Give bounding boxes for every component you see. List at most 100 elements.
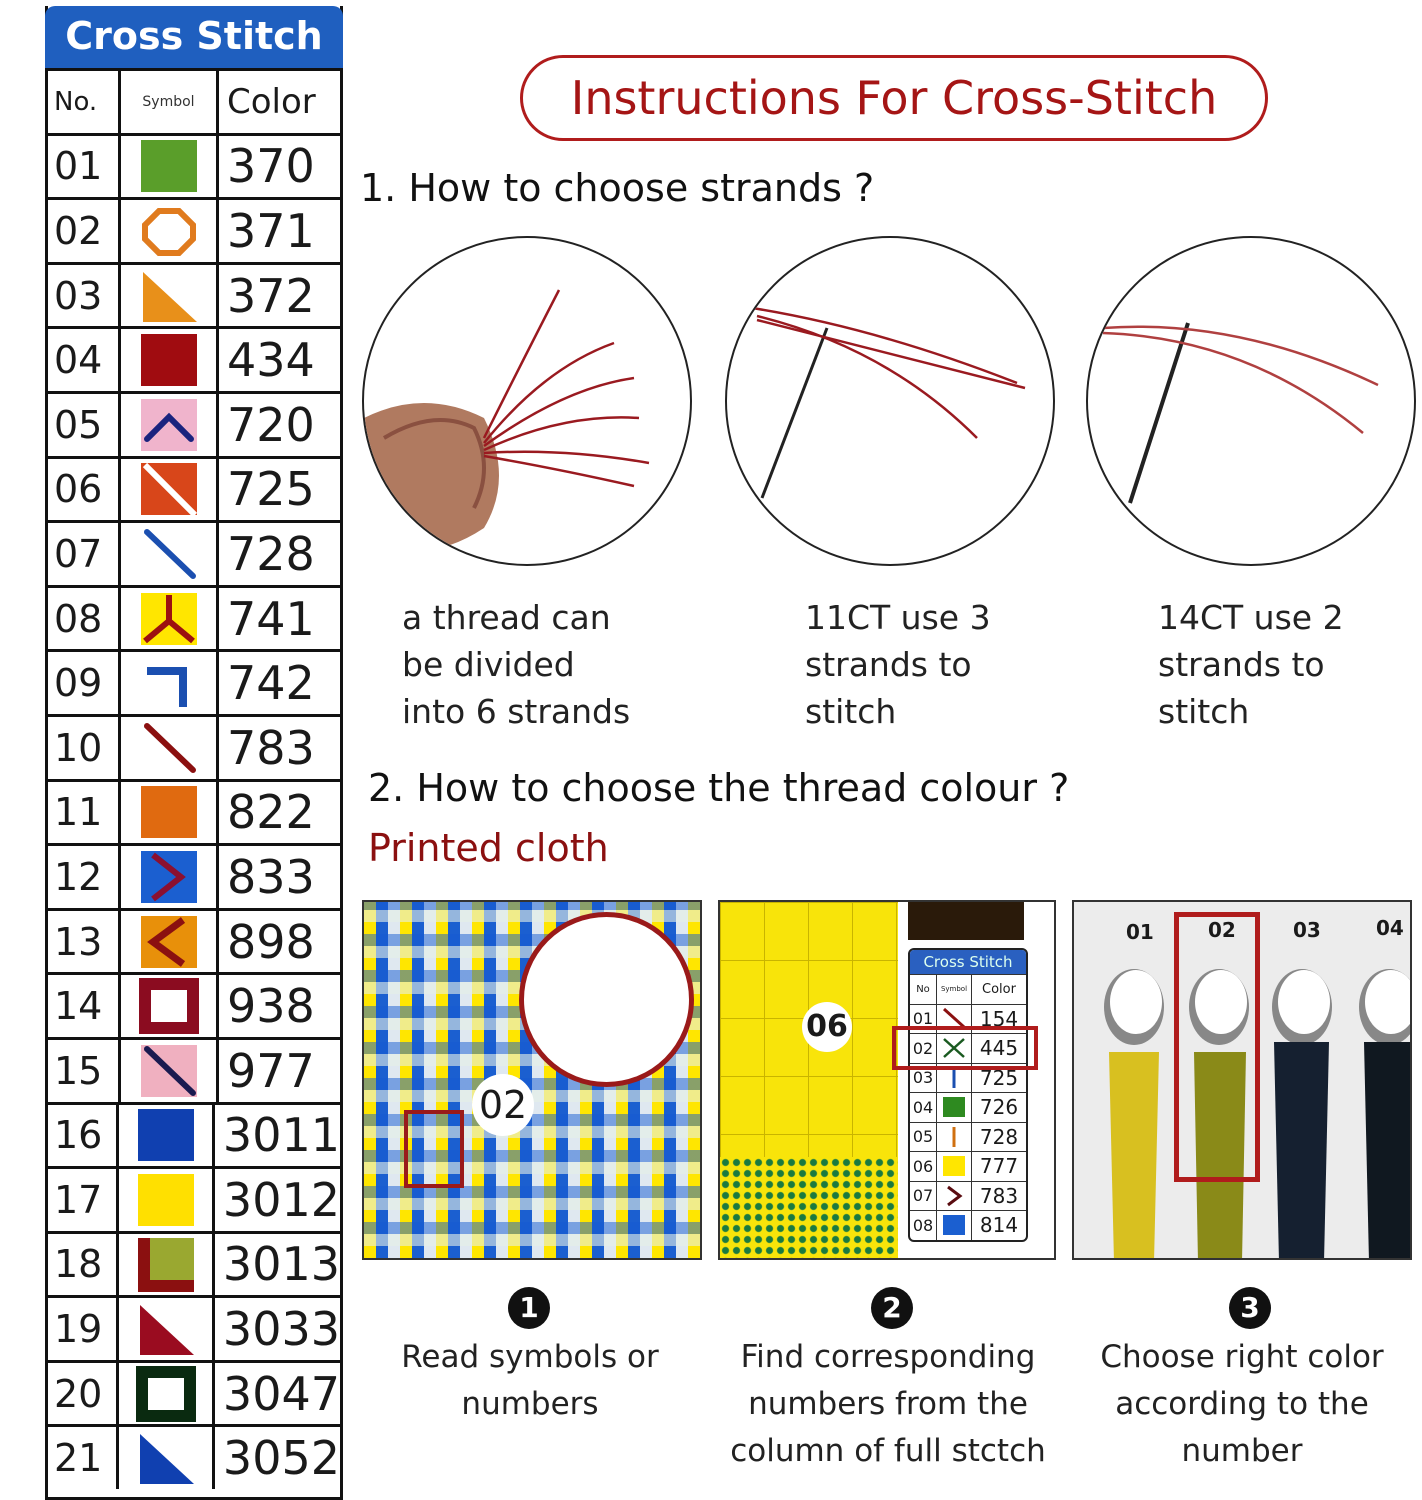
printed-cloth-label: Printed cloth [368,826,609,870]
dmc-color-code: 822 [227,785,315,840]
magnifier-circle [519,912,694,1087]
mini-symbol-icon [937,1004,972,1033]
mini-color-code: 728 [979,1124,1019,1149]
caption-14ct: 14CT use 2 strands to stitch [1158,594,1344,735]
printed-cloth-panel: 02 [362,900,702,1260]
caption-line: column of full stctch [730,1433,1046,1469]
dmc-color-code: 372 [227,268,315,323]
caption-line: into 6 strands [402,692,631,731]
row-number: 16 [48,1104,120,1167]
row-number: 12 [48,846,121,908]
caption-line: a thread can [402,598,611,637]
color-legend-table: Cross Stitch No. Symbol Color 01 370 02 3… [45,6,343,1500]
triangle-symbol-icon [119,1298,215,1360]
row-number: 15 [48,1039,121,1102]
legend-row: 14 938 [48,972,340,1037]
mini-legend-header: No Symbol Color [910,974,1026,1004]
legend-row: 20 3047 [48,1359,340,1425]
square-symbol-icon [121,781,219,844]
dmc-color-code: 728 [227,526,315,581]
card-label: 01 [1126,920,1154,944]
mini-color-code: 814 [979,1213,1019,1238]
legend-row: 08 741 [48,584,340,650]
caret-up-symbol-icon [121,393,219,456]
dmc-color-code: 720 [227,397,315,452]
mini-legend-row: 05 728 [910,1121,1026,1151]
legend-row: 10 783 [48,713,340,779]
diagonal-symbol-icon [121,523,219,585]
mini-row-number: 03 [910,1063,937,1092]
caption-line: strands to [805,645,972,684]
mini-symbol-icon [937,1093,972,1122]
dmc-color-code: 371 [227,203,315,258]
row-number: 09 [48,652,121,714]
two-strands-image [1086,236,1416,566]
legend-row: 09 742 [48,649,340,714]
mini-color-code: 783 [979,1183,1019,1208]
row-number: 19 [48,1298,120,1360]
caption-line: numbers [461,1386,599,1422]
square-symbol-icon [121,135,219,198]
row-number: 11 [48,781,121,844]
legend-row: 13 898 [48,907,340,973]
legend-row: 18 3013 [48,1230,340,1296]
mini-legend-row: 07 783 [910,1180,1026,1210]
split-diagonal-symbol-icon [121,458,219,521]
square-symbol-icon [121,329,219,391]
row-number: 17 [48,1169,120,1231]
mini-symbol-icon [937,1152,972,1181]
legend-row: 11 822 [48,778,340,844]
caption-line: stitch [1158,692,1250,731]
triangle-symbol-icon [121,264,219,327]
square-symbol-icon [119,1169,215,1231]
dmc-color-code: 3033 [222,1302,340,1357]
chevron-left-symbol-icon [121,910,219,973]
card-label: 02 [1208,918,1236,942]
step-caption-2: Find corresponding numbers from the colu… [718,1334,1058,1475]
frame-symbol-icon [121,975,219,1037]
dmc-color-code: 742 [227,656,315,711]
chart-lookup-panel: 06 Cross Stitch No Symbol Color 01 154 02… [718,900,1056,1260]
highlight-box [892,1026,1038,1070]
mini-legend-row: 02 445 [910,1033,1026,1063]
page-title: Instructions For Cross-Stitch [520,55,1268,141]
caption-11ct: 11CT use 3 strands to stitch [805,594,991,735]
dmc-color-code: 3012 [222,1172,340,1227]
caption-line: be divided [402,645,575,684]
legend-title: Cross Stitch [45,6,343,68]
row-number: 07 [48,523,121,585]
caption-line: Find corresponding [740,1339,1036,1375]
dmc-color-code: 938 [227,979,315,1034]
legend-row: 12 833 [48,843,340,908]
legend-row: 01 370 [48,132,340,198]
legend-row: 17 3012 [48,1166,340,1231]
mini-row-number: 02 [910,1034,937,1063]
octagon-symbol-icon [121,200,219,262]
divided-thread-image [362,236,692,566]
dmc-color-code: 741 [227,591,315,646]
row-number: 13 [48,910,121,973]
caption-line: Read symbols or [401,1339,659,1375]
legend-row: 15 977 [48,1036,340,1102]
chevron-right-symbol-icon [121,846,219,908]
mini-legend-row: 08 814 [910,1210,1026,1240]
symbol-label: 02 [472,1074,534,1136]
caption-line: number [1181,1433,1303,1469]
header-no: No. [48,71,121,133]
step-caption-3: Choose right color according to the numb… [1072,1334,1412,1475]
symbol-label: 06 [802,1002,852,1052]
caption-line: numbers from the [748,1386,1028,1422]
highlight-box [404,1110,464,1188]
header-symbol: Symbol [121,71,219,133]
step-number-3: 3 [1229,1287,1271,1329]
mini-header-symbol: Symbol [937,975,972,1004]
mini-color-code: 777 [979,1154,1019,1179]
card-label: 04 [1376,916,1404,940]
step2-heading: 2. How to choose the thread colour ? [368,766,1070,810]
legend-row: 02 371 [48,197,340,262]
mini-symbol-icon [937,1122,972,1151]
mini-color-code: 726 [979,1095,1019,1120]
dmc-color-code: 3013 [222,1237,340,1292]
dmc-color-code: 3052 [222,1431,340,1486]
card-label: 03 [1293,918,1321,942]
